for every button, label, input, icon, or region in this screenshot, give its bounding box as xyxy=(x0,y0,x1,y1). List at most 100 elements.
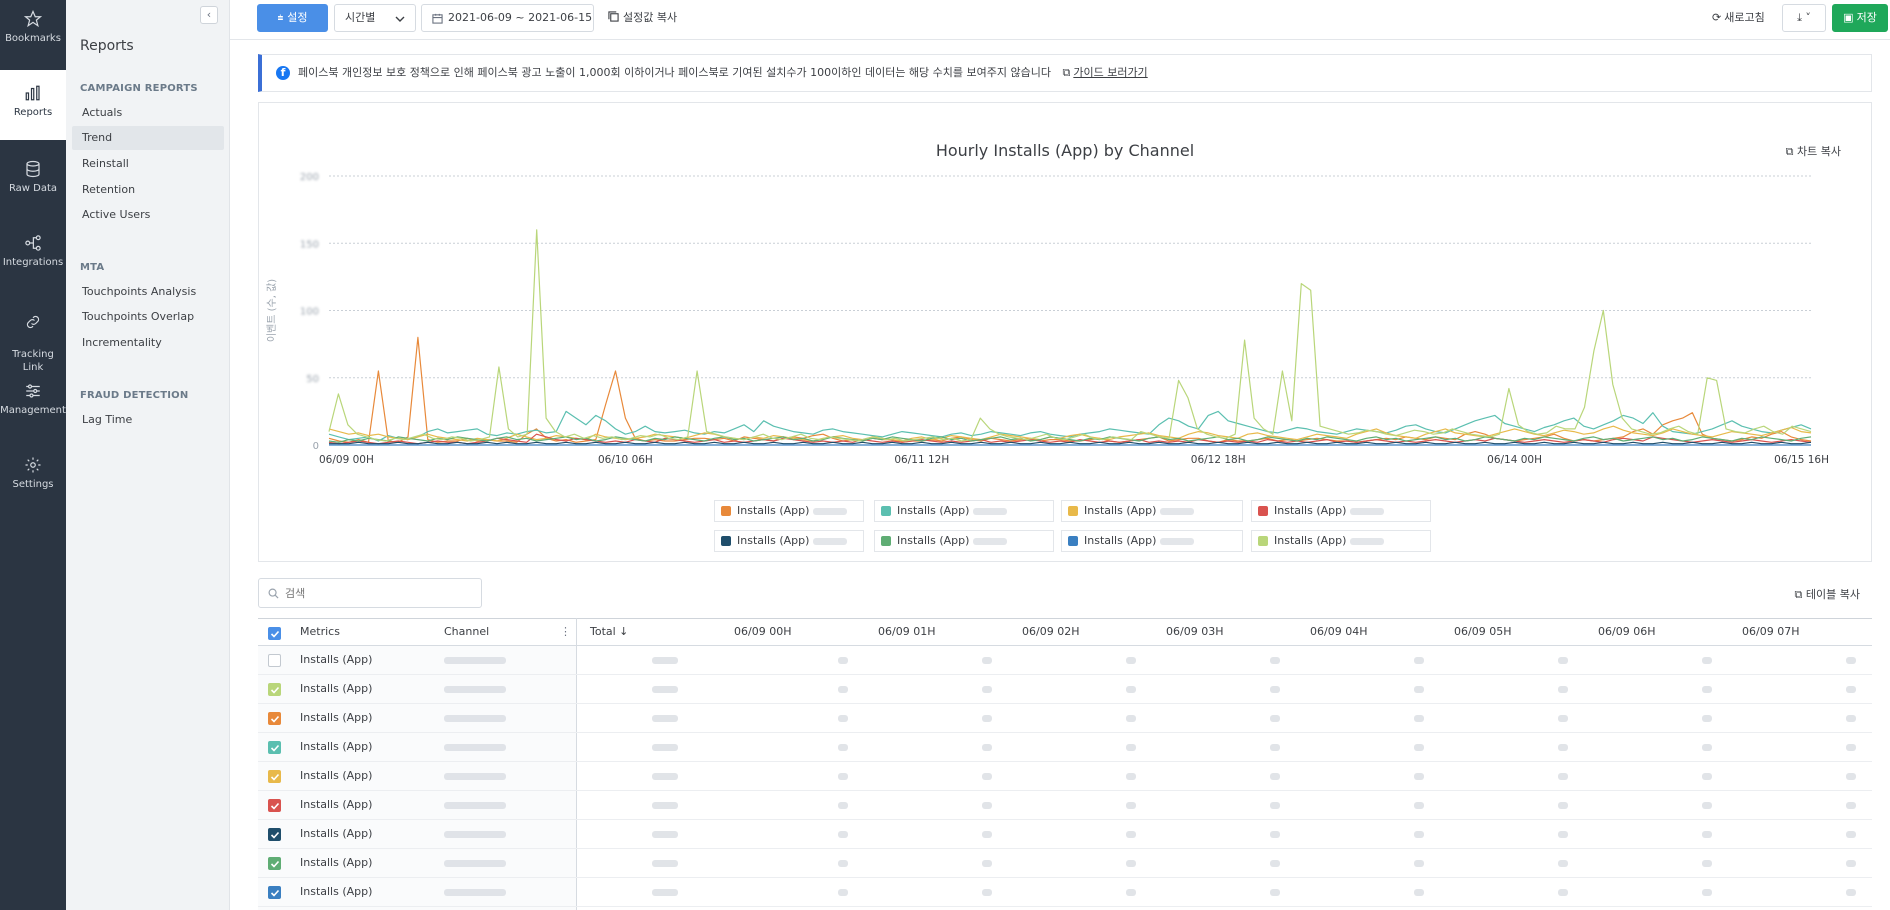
row-checkbox[interactable] xyxy=(268,770,281,783)
header-hour[interactable]: 06/09 01H xyxy=(878,625,936,638)
select-all-checkbox[interactable] xyxy=(268,627,281,640)
y-tick-label: 100 xyxy=(300,307,319,318)
row-checkbox[interactable] xyxy=(268,857,281,870)
header-hour[interactable]: 06/09 03H xyxy=(1166,625,1224,638)
legend-item[interactable]: Installs (App) xyxy=(874,500,1054,522)
settings-button[interactable]: ⩧ 설정 xyxy=(257,4,328,32)
sidebar-item-incrementality[interactable]: Incrementality xyxy=(82,336,162,349)
sidebar-item-lag-time[interactable]: Lag Time xyxy=(82,413,133,426)
rail-raw-data[interactable]: Raw Data xyxy=(0,160,66,210)
cell-value-redacted xyxy=(652,704,678,732)
table-row[interactable]: Installs (App) xyxy=(258,675,1872,704)
header-hour[interactable]: 06/09 05H xyxy=(1454,625,1512,638)
header-channel[interactable]: Channel xyxy=(444,625,490,638)
collapse-sidebar-button[interactable]: ‹ xyxy=(200,6,218,24)
table-row[interactable]: Installs (App) xyxy=(258,820,1872,849)
legend-item[interactable]: Installs (App) xyxy=(1251,530,1431,552)
cell-value-redacted xyxy=(1414,878,1424,906)
sidebar-item-actuals[interactable]: Actuals xyxy=(82,106,123,119)
guide-link[interactable]: ⧉ 가이드 보러가기 xyxy=(1062,66,1147,79)
header-hour[interactable]: 06/09 06H xyxy=(1598,625,1656,638)
row-checkbox[interactable] xyxy=(268,654,281,667)
rail-tracking-link[interactable]: Tracking Link xyxy=(0,300,66,373)
sidebar-item-retention[interactable]: Retention xyxy=(82,183,136,196)
facebook-privacy-notice: f 페이스북 개인정보 보호 정책으로 인해 페이스북 광고 노출이 1,000… xyxy=(258,54,1872,92)
cell-metric: Installs (App) xyxy=(300,856,373,869)
cell-value-redacted xyxy=(982,820,992,848)
legend-label: Installs (App) xyxy=(1084,504,1157,517)
copy-chart-button[interactable]: ⧉ 차트 복사 xyxy=(1786,143,1841,159)
date-range-picker[interactable]: 2021-06-09 ~ 2021-06-15 xyxy=(421,4,594,32)
rail-settings[interactable]: Settings xyxy=(0,456,66,506)
cell-value-redacted xyxy=(838,733,848,761)
reports-sidebar: ‹ Reports CAMPAIGN REPORTS Actuals Trend… xyxy=(66,0,230,910)
rail-integrations[interactable]: Integrations xyxy=(0,234,66,284)
header-metrics[interactable]: Metrics xyxy=(300,625,340,638)
legend-item[interactable]: Installs (App) xyxy=(1061,500,1243,522)
legend-label: Installs (App) xyxy=(1274,504,1347,517)
copy-table-button[interactable]: ⧉ 테이블 복사 xyxy=(1795,586,1860,602)
table-row[interactable]: Installs (App) xyxy=(258,733,1872,762)
cell-value-redacted xyxy=(982,878,992,906)
cell-value-redacted xyxy=(1558,878,1568,906)
table-row[interactable]: Installs (App) xyxy=(258,704,1872,733)
check-icon xyxy=(270,831,280,839)
cell-value-redacted xyxy=(1702,675,1712,703)
legend-item[interactable]: Installs (App) xyxy=(874,530,1054,552)
legend-item[interactable]: Installs (App) xyxy=(714,500,864,522)
cell-value-redacted xyxy=(1846,791,1856,819)
check-icon xyxy=(270,889,280,897)
sidebar-item-touchpoints-overlap[interactable]: Touchpoints Overlap xyxy=(82,310,195,323)
search-input[interactable] xyxy=(283,583,473,603)
row-checkbox[interactable] xyxy=(268,886,281,899)
table-row[interactable]: Installs (App) xyxy=(258,791,1872,820)
table-row[interactable]: Installs (App) xyxy=(258,762,1872,791)
cell-channel-redacted xyxy=(444,762,506,790)
save-button[interactable]: ▣ 저장 xyxy=(1832,4,1888,32)
calendar-icon xyxy=(432,13,443,24)
table-row[interactable]: Installs (App) xyxy=(258,646,1872,675)
guide-link-label: 가이드 보러가기 xyxy=(1073,66,1148,79)
cell-value-redacted xyxy=(1414,733,1424,761)
sidebar-item-active-users[interactable]: Active Users xyxy=(82,208,151,221)
rail-management[interactable]: Management xyxy=(0,382,66,432)
icon-rail: Bookmarks Reports Raw Data Integrations … xyxy=(0,0,66,910)
row-checkbox[interactable] xyxy=(268,799,281,812)
legend-item[interactable]: Installs (App) xyxy=(1061,530,1243,552)
header-hour[interactable]: 06/09 00H xyxy=(734,625,792,638)
rail-reports[interactable]: Reports xyxy=(0,70,66,140)
cell-value-redacted xyxy=(838,878,848,906)
header-hour[interactable]: 06/09 04H xyxy=(1310,625,1368,638)
y-axis-title: 이벤트 (수, 값) xyxy=(266,279,278,342)
row-checkbox[interactable] xyxy=(268,712,281,725)
row-checkbox[interactable] xyxy=(268,741,281,754)
legend-item[interactable]: Installs (App) xyxy=(1251,500,1431,522)
table-row[interactable]: Installs (App) xyxy=(258,849,1872,878)
cell-channel-redacted xyxy=(444,820,506,848)
table-row[interactable]: Installs (App) xyxy=(258,878,1872,907)
header-hour[interactable]: 06/09 07H xyxy=(1742,625,1800,638)
legend-item[interactable]: Installs (App) xyxy=(714,530,864,552)
date-range-value: 2021-06-09 ~ 2021-06-15 xyxy=(448,11,593,24)
header-total[interactable]: Total ↓ xyxy=(590,625,629,638)
cell-channel-redacted xyxy=(444,791,506,819)
header-hour[interactable]: 06/09 02H xyxy=(1022,625,1080,638)
row-checkbox[interactable] xyxy=(268,683,281,696)
rail-bookmarks[interactable]: Bookmarks xyxy=(0,10,66,60)
y-tick-label: 150 xyxy=(300,239,319,250)
period-select[interactable]: 시간별 xyxy=(334,4,416,32)
search-icon xyxy=(268,588,279,599)
cell-value-redacted xyxy=(838,646,848,674)
sidebar-item-trend[interactable]: Trend xyxy=(72,126,224,150)
refresh-button[interactable]: ⟳ 새로고침 xyxy=(1712,4,1765,32)
row-checkbox[interactable] xyxy=(268,828,281,841)
download-button[interactable]: ⤓ ˅ xyxy=(1782,4,1826,32)
cell-value-redacted xyxy=(1126,675,1136,703)
column-menu-icon[interactable]: ⋮ xyxy=(560,625,571,638)
copy-settings-button[interactable]: 설정값 복사 xyxy=(608,4,677,32)
cell-value-redacted xyxy=(1270,646,1280,674)
sidebar-item-touchpoints-analysis[interactable]: Touchpoints Analysis xyxy=(82,285,197,298)
sidebar-item-reinstall[interactable]: Reinstall xyxy=(82,157,129,170)
x-tick-label: 06/11 12H xyxy=(894,454,949,466)
cell-channel-redacted xyxy=(444,646,506,674)
